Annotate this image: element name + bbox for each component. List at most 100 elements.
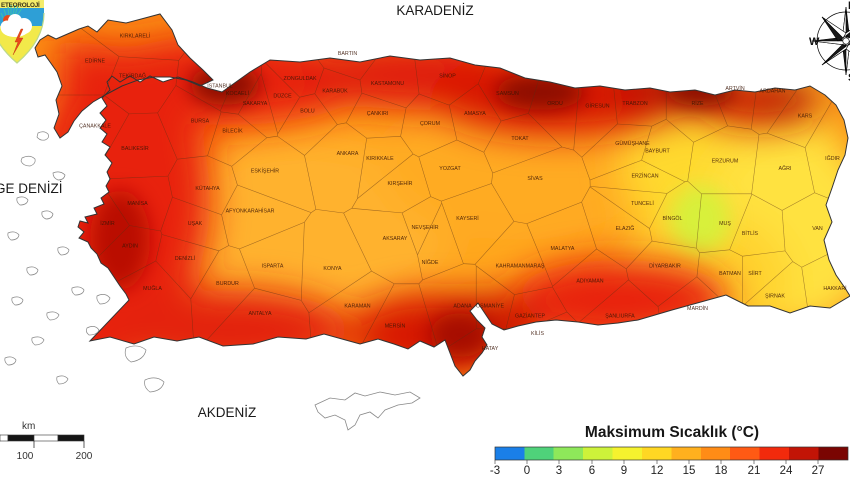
- svg-text:TUNCELİ: TUNCELİ: [631, 200, 654, 207]
- svg-text:6: 6: [589, 465, 595, 477]
- svg-text:BİLECİK: BİLECİK: [222, 128, 243, 135]
- svg-text:VAN: VAN: [812, 226, 823, 232]
- svg-text:ADANA: ADANA: [453, 304, 472, 310]
- svg-text:9: 9: [621, 465, 627, 477]
- svg-text:MUŞ: MUŞ: [719, 221, 731, 227]
- svg-text:ARTVİN: ARTVİN: [725, 85, 745, 92]
- svg-text:KARABÜK: KARABÜK: [322, 88, 348, 95]
- svg-text:MERSİN: MERSİN: [385, 323, 406, 330]
- svg-text:RİZE: RİZE: [691, 100, 704, 107]
- svg-text:GAZİANTEP: GAZİANTEP: [515, 313, 545, 320]
- svg-text:TOKAT: TOKAT: [511, 136, 529, 142]
- svg-text:HATAY: HATAY: [482, 346, 499, 352]
- svg-text:EGE DENİZİ: EGE DENİZİ: [0, 181, 63, 196]
- svg-text:KİLİS: KİLİS: [531, 330, 544, 337]
- svg-text:ERZURUM: ERZURUM: [712, 159, 738, 165]
- svg-text:BATMAN: BATMAN: [719, 271, 741, 277]
- svg-text:KASTAMONU: KASTAMONU: [371, 81, 404, 87]
- svg-text:KARADENİZ: KARADENİZ: [396, 3, 473, 18]
- svg-text:KAYSERİ: KAYSERİ: [456, 215, 479, 222]
- svg-text:NİĞDE: NİĞDE: [422, 259, 439, 266]
- svg-text:KARAMAN: KARAMAN: [344, 304, 370, 310]
- svg-text:BURDUR: BURDUR: [216, 281, 239, 287]
- svg-text:ADIYAMAN: ADIYAMAN: [576, 279, 603, 285]
- svg-text:KONYA: KONYA: [323, 266, 342, 272]
- svg-text:-3: -3: [490, 465, 500, 477]
- svg-text:0: 0: [524, 465, 530, 477]
- svg-text:MALATYA: MALATYA: [551, 246, 575, 252]
- svg-text:AYDIN: AYDIN: [122, 244, 138, 250]
- svg-text:YOZGAT: YOZGAT: [439, 166, 461, 172]
- svg-text:SİNOP: SİNOP: [439, 73, 456, 80]
- svg-text:W: W: [809, 36, 820, 48]
- svg-text:MARDİN: MARDİN: [687, 305, 708, 312]
- svg-text:SİİRT: SİİRT: [748, 270, 762, 277]
- svg-text:200: 200: [76, 451, 93, 462]
- svg-text:DÜZCE: DÜZCE: [273, 93, 292, 100]
- svg-text:AMASYA: AMASYA: [464, 111, 486, 117]
- svg-text:3: 3: [556, 465, 562, 477]
- svg-text:15: 15: [683, 465, 696, 477]
- svg-text:DENİZLİ: DENİZLİ: [175, 255, 195, 262]
- svg-text:UŞAK: UŞAK: [188, 221, 203, 227]
- svg-text:KAHRAMANMARAŞ: KAHRAMANMARAŞ: [496, 264, 545, 270]
- svg-text:12: 12: [651, 465, 664, 477]
- svg-text:ARDAHAN: ARDAHAN: [760, 89, 786, 95]
- svg-text:KOCAELİ: KOCAELİ: [226, 90, 249, 97]
- svg-text:KIRIKKALE: KIRIKKALE: [366, 156, 394, 162]
- svg-text:ANTALYA: ANTALYA: [249, 311, 272, 317]
- svg-text:İSTANBUL: İSTANBUL: [207, 83, 233, 90]
- svg-text:SAMSUN: SAMSUN: [496, 91, 519, 97]
- svg-text:OSMANİYE: OSMANİYE: [476, 303, 504, 310]
- svg-text:SİVAS: SİVAS: [527, 175, 543, 182]
- svg-text:AĞRI: AĞRI: [779, 165, 792, 172]
- svg-text:GÜMÜŞHANE: GÜMÜŞHANE: [615, 140, 650, 147]
- svg-text:TRABZON: TRABZON: [622, 101, 647, 107]
- svg-text:İZMİR: İZMİR: [100, 220, 115, 227]
- svg-text:ERZİNCAN: ERZİNCAN: [631, 173, 658, 180]
- svg-text:TEKİRDAĞ: TEKİRDAĞ: [119, 73, 146, 80]
- svg-text:ESKİŞEHİR: ESKİŞEHİR: [251, 168, 279, 175]
- svg-text:KARS: KARS: [798, 114, 813, 120]
- svg-text:GİRESUN: GİRESUN: [585, 103, 609, 110]
- svg-text:BOLU: BOLU: [300, 109, 315, 115]
- svg-text:ZONGULDAK: ZONGULDAK: [284, 76, 317, 82]
- svg-text:BARTIN: BARTIN: [338, 51, 358, 57]
- svg-text:BİNGÖL: BİNGÖL: [662, 215, 682, 222]
- svg-text:ÇORUM: ÇORUM: [420, 121, 440, 127]
- svg-text:km: km: [22, 421, 35, 432]
- svg-text:EDİRNE: EDİRNE: [85, 58, 105, 65]
- svg-text:ORDU: ORDU: [547, 101, 563, 107]
- svg-text:100: 100: [17, 451, 34, 462]
- svg-text:ELAZIĞ: ELAZIĞ: [616, 225, 635, 232]
- svg-text:ETEOROLOJİ: ETEOROLOJİ: [1, 1, 40, 9]
- svg-text:BAYBURT: BAYBURT: [645, 149, 670, 155]
- svg-text:ISPARTA: ISPARTA: [262, 264, 284, 270]
- svg-text:NEVŞEHİR: NEVŞEHİR: [411, 224, 438, 231]
- svg-text:MANİSA: MANİSA: [127, 200, 148, 207]
- svg-text:BİTLİS: BİTLİS: [742, 230, 759, 237]
- svg-text:21: 21: [748, 465, 761, 477]
- svg-text:ŞANLIURFA: ŞANLIURFA: [605, 314, 635, 320]
- svg-text:KÜTAHYA: KÜTAHYA: [195, 185, 220, 192]
- svg-text:18: 18: [715, 465, 728, 477]
- svg-text:ÇANKIRI: ÇANKIRI: [367, 111, 389, 117]
- svg-text:HAKKARİ: HAKKARİ: [823, 285, 846, 292]
- svg-text:IĞDIR: IĞDIR: [825, 155, 840, 162]
- svg-text:BURSA: BURSA: [191, 119, 210, 125]
- svg-text:AFYONKARAHİSAR: AFYONKARAHİSAR: [226, 208, 275, 215]
- svg-text:24: 24: [780, 465, 793, 477]
- svg-text:27: 27: [812, 465, 825, 477]
- svg-text:SAKARYA: SAKARYA: [243, 101, 268, 107]
- svg-text:AKDENİZ: AKDENİZ: [198, 405, 257, 420]
- svg-text:KIRŞEHİR: KIRŞEHİR: [387, 180, 412, 187]
- svg-text:BALIKESİR: BALIKESİR: [121, 145, 149, 152]
- svg-text:ANKARA: ANKARA: [337, 151, 359, 157]
- svg-text:MUĞLA: MUĞLA: [143, 285, 162, 292]
- svg-text:DİYARBAKIR: DİYARBAKIR: [649, 263, 681, 270]
- svg-text:ÇANAKKALE: ÇANAKKALE: [79, 124, 111, 130]
- svg-text:ŞIRNAK: ŞIRNAK: [765, 294, 785, 300]
- svg-text:KIRKLARELİ: KIRKLARELİ: [120, 33, 151, 40]
- svg-text:AKSARAY: AKSARAY: [383, 236, 408, 242]
- svg-text:Maksimum Sıcaklık (°C): Maksimum Sıcaklık (°C): [585, 424, 759, 441]
